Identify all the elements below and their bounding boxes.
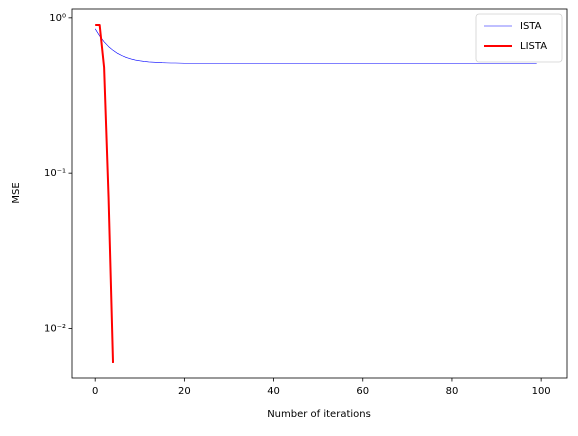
legend-label: ISTA bbox=[520, 21, 542, 32]
axes-frame bbox=[71, 8, 568, 379]
y-tick-label: 10⁻² bbox=[44, 323, 66, 334]
line-1 bbox=[95, 23, 115, 363]
x-tick-label: 60 bbox=[356, 386, 369, 397]
x-tick-label: 20 bbox=[178, 386, 191, 397]
x-tick-label: 40 bbox=[267, 386, 280, 397]
x-tick-label: 100 bbox=[532, 386, 551, 397]
legend-box bbox=[475, 13, 563, 63]
legend-label: LISTA bbox=[520, 41, 547, 52]
y-tick-label: 10⁰ bbox=[49, 13, 66, 24]
line-0 bbox=[94, 28, 537, 64]
y-axis-label: MSE bbox=[11, 182, 22, 203]
x-tick-label: 0 bbox=[92, 386, 98, 397]
x-tick-label: 80 bbox=[446, 386, 459, 397]
x-axis-label: Number of iterations bbox=[267, 409, 371, 420]
y-tick-label: 10⁻¹ bbox=[44, 168, 66, 179]
